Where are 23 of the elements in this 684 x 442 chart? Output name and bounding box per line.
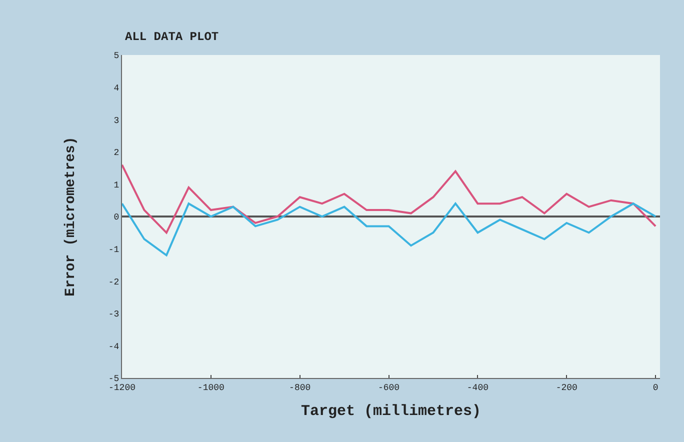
line-series <box>122 202 657 256</box>
y-tick-label: 4 <box>114 83 120 94</box>
x-axis-title: Target (millimetres) <box>300 402 482 420</box>
x-tick-label: -1200 <box>108 382 136 393</box>
x-tick-label: -400 <box>466 382 489 393</box>
y-tick-label: -5 <box>108 374 120 384</box>
y-tick-label: -2 <box>108 277 120 288</box>
x-tick-label: 0 <box>652 382 658 393</box>
x-tick-label: -800 <box>289 382 311 393</box>
y-tick-label: 1 <box>114 180 120 190</box>
line-series <box>122 164 657 234</box>
chart-title: ALL DATA PLOT <box>125 30 219 44</box>
x-tick-label: -200 <box>556 382 578 393</box>
y-tick-label: 3 <box>114 116 120 126</box>
y-axis-title: Error (micrometres) <box>62 136 79 296</box>
x-tick-label: -600 <box>378 382 400 393</box>
y-tick-label: -3 <box>108 310 120 320</box>
y-tick-label: 2 <box>114 148 120 158</box>
y-tick-label: 5 <box>114 51 120 62</box>
y-tick-label: -4 <box>108 342 120 352</box>
y-tick-label: 0 <box>114 212 120 223</box>
x-tick-label: -1000 <box>197 382 224 393</box>
y-tick-label: -1 <box>108 244 120 255</box>
